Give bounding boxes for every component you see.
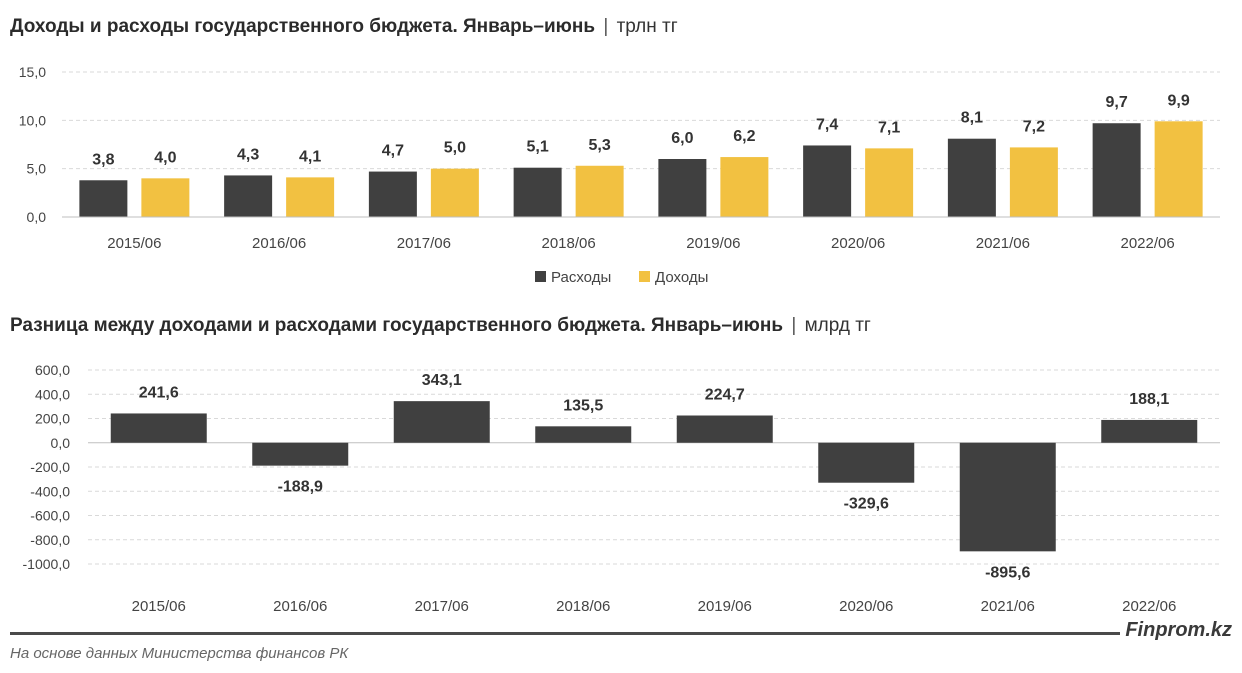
legend-label-expense: Расходы bbox=[551, 269, 611, 286]
income-bar bbox=[575, 165, 624, 217]
data-label: 4,3 bbox=[237, 146, 259, 163]
expense-bar bbox=[513, 167, 562, 217]
data-label: -188,9 bbox=[278, 479, 323, 496]
expense-bar bbox=[79, 180, 128, 217]
x-tick-label: 2019/06 bbox=[686, 235, 740, 252]
x-tick-label: 2018/06 bbox=[542, 235, 596, 252]
expense-bar bbox=[368, 171, 417, 217]
y-tick-label: 600,0 bbox=[35, 362, 70, 378]
balance-bar bbox=[110, 413, 207, 443]
balance-bar bbox=[676, 415, 773, 443]
balance-bar bbox=[252, 442, 349, 466]
balance-bar bbox=[959, 442, 1056, 552]
income-bar bbox=[720, 157, 769, 217]
y-tick-label: 400,0 bbox=[35, 386, 70, 402]
chart2-title-separator: | bbox=[791, 315, 797, 336]
legend-label-income: Доходы bbox=[655, 269, 708, 286]
balance-bar bbox=[818, 442, 915, 483]
income-bar bbox=[1009, 147, 1058, 217]
data-label: 6,0 bbox=[671, 130, 693, 147]
x-tick-label: 2018/06 bbox=[556, 598, 610, 615]
expense-bar bbox=[1092, 123, 1141, 217]
x-tick-label: 2021/06 bbox=[981, 598, 1035, 615]
x-tick-label: 2021/06 bbox=[976, 235, 1030, 252]
data-label: 6,2 bbox=[733, 128, 755, 145]
x-tick-label: 2022/06 bbox=[1122, 598, 1176, 615]
income-bar bbox=[286, 177, 335, 217]
brand-logo: Finprom.kz bbox=[1125, 619, 1232, 641]
data-label: 4,0 bbox=[154, 149, 176, 166]
data-label: 5,0 bbox=[444, 140, 466, 157]
legend-swatch-expense bbox=[535, 271, 546, 282]
footer-divider bbox=[10, 632, 1120, 635]
data-label: 135,5 bbox=[563, 397, 603, 414]
balance-chart: 600,0 400,0 200,0 0,0 -200,0 -400,0 -600,0 -800… bbox=[23, 362, 1220, 615]
data-label: 188,1 bbox=[1129, 391, 1169, 408]
expense-bar bbox=[803, 145, 852, 217]
chart1-unit: трлн тг bbox=[616, 16, 678, 37]
expense-bar bbox=[224, 175, 273, 217]
chart2-unit: млрд тг bbox=[804, 315, 871, 336]
data-label: -895,6 bbox=[985, 564, 1030, 581]
data-label: 9,7 bbox=[1106, 94, 1128, 111]
income-bar bbox=[1154, 121, 1203, 217]
y-tick-label: -600,0 bbox=[30, 508, 70, 524]
expense-bar bbox=[658, 159, 707, 217]
x-tick-label: 2017/06 bbox=[415, 598, 469, 615]
data-label: 224,7 bbox=[705, 387, 745, 404]
x-tick-label: 2016/06 bbox=[273, 598, 327, 615]
chart1-title: Доходы и расходы государственного бюджет… bbox=[10, 16, 678, 38]
x-tick-label: 2020/06 bbox=[831, 235, 885, 252]
y-tick-label: 5,0 bbox=[27, 161, 47, 177]
y-tick-label: -400,0 bbox=[30, 483, 70, 499]
data-label: 3,8 bbox=[92, 151, 114, 168]
y-tick-label: -800,0 bbox=[30, 532, 70, 548]
income-expense-chart: 0,0 5,0 10,0 15,0 3,8 4,0 2015/06 4,3 4,1 2016/06… bbox=[19, 64, 1220, 286]
y-tick-label: 15,0 bbox=[19, 64, 46, 80]
data-label: 8,1 bbox=[961, 110, 983, 127]
balance-bar bbox=[535, 426, 632, 443]
data-label: 4,1 bbox=[299, 148, 321, 165]
balance-bar bbox=[1101, 419, 1198, 443]
chart1-title-text: Доходы и расходы государственного бюджет… bbox=[10, 16, 596, 37]
chart1-title-separator: | bbox=[603, 16, 609, 37]
expense-bar bbox=[947, 138, 996, 217]
source-note: На основе данных Министерства финансов Р… bbox=[10, 645, 349, 662]
x-tick-label: 2019/06 bbox=[698, 598, 752, 615]
y-tick-label: 10,0 bbox=[19, 112, 46, 128]
data-label: 9,9 bbox=[1168, 92, 1190, 109]
data-label: 7,4 bbox=[816, 116, 838, 133]
x-tick-label: 2015/06 bbox=[132, 598, 186, 615]
data-label: -329,6 bbox=[844, 496, 889, 513]
x-tick-label: 2020/06 bbox=[839, 598, 893, 615]
y-tick-label: -200,0 bbox=[30, 459, 70, 475]
data-label: 7,1 bbox=[878, 119, 900, 136]
income-bar bbox=[865, 148, 914, 217]
x-tick-label: 2022/06 bbox=[1121, 235, 1175, 252]
x-tick-label: 2016/06 bbox=[252, 235, 306, 252]
data-label: 7,2 bbox=[1023, 118, 1045, 135]
legend-swatch-income bbox=[639, 271, 650, 282]
x-tick-label: 2015/06 bbox=[107, 235, 161, 252]
y-tick-label: -1000,0 bbox=[23, 556, 71, 572]
chart2-title-text: Разница между доходами и расходами госуд… bbox=[10, 315, 784, 336]
balance-bar bbox=[393, 401, 490, 443]
data-label: 343,1 bbox=[422, 372, 462, 389]
income-bar bbox=[141, 178, 190, 217]
data-label: 5,3 bbox=[589, 137, 611, 154]
data-label: 241,6 bbox=[139, 384, 179, 401]
y-tick-label: 0,0 bbox=[27, 209, 47, 225]
data-label: 5,1 bbox=[527, 139, 549, 156]
data-label: 4,7 bbox=[382, 143, 404, 160]
chart2-title: Разница между доходами и расходами госуд… bbox=[10, 315, 871, 337]
y-tick-label: 200,0 bbox=[35, 411, 70, 427]
y-tick-label: 0,0 bbox=[51, 435, 71, 451]
income-bar bbox=[430, 168, 479, 217]
x-tick-label: 2017/06 bbox=[397, 235, 451, 252]
